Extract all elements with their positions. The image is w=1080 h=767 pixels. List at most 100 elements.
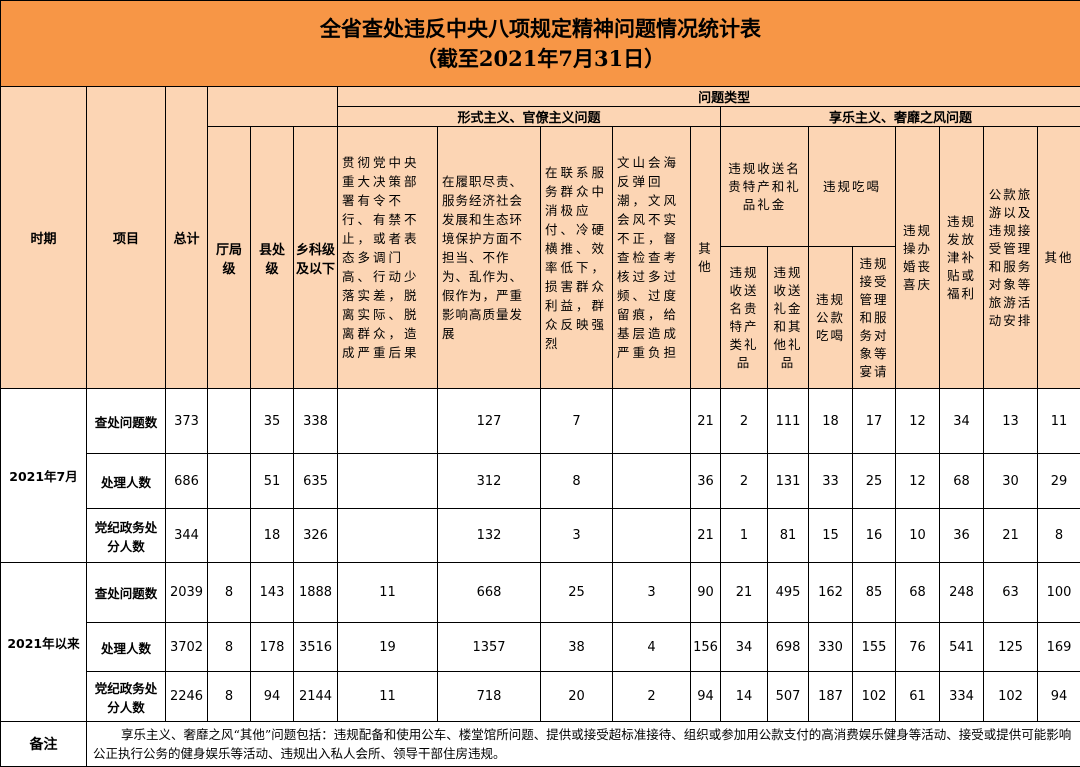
value-cell: 11 <box>1038 389 1080 454</box>
value-cell: 20 <box>541 672 613 722</box>
value-cell <box>613 509 691 563</box>
value-cell: 541 <box>940 623 984 672</box>
value-cell: 507 <box>768 672 809 722</box>
value-cell: 344 <box>166 509 208 563</box>
value-cell: 169 <box>1038 623 1080 672</box>
value-cell: 36 <box>940 509 984 563</box>
header-subsidy: 违规发放津补贴或福利 <box>940 127 984 389</box>
value-cell: 125 <box>984 623 1038 672</box>
value-cell: 29 <box>1038 454 1080 509</box>
header-wedding: 违规操办婚丧喜庆 <box>896 127 940 389</box>
header-formalism-3: 在联系服务群众中消极应付、冷硬横推、效率低下，损害群众利益，群众反映强烈 <box>541 127 613 389</box>
value-cell: 1357 <box>438 623 541 672</box>
value-cell: 68 <box>940 454 984 509</box>
value-cell: 35 <box>251 389 294 454</box>
value-cell: 2 <box>721 389 768 454</box>
value-cell: 8 <box>541 454 613 509</box>
header-eat-banquet: 违规接受管理和服务对象等宴请 <box>853 247 896 389</box>
value-cell: 156 <box>691 623 721 672</box>
value-cell: 102 <box>853 672 896 722</box>
value-cell: 34 <box>721 623 768 672</box>
value-cell: 15 <box>809 509 853 563</box>
header-gift: 违规收送名贵特产和礼品礼金 <box>721 127 809 247</box>
header-formalism: 形式主义、官僚主义问题 <box>338 107 721 127</box>
value-cell <box>613 389 691 454</box>
header-formalism-4: 文山会海反弹回潮，文风会风不实不正，督查检查考核过多过频、过度留痕，给基层造成严… <box>613 127 691 389</box>
header-eat-public: 违规公款吃喝 <box>809 247 853 389</box>
value-cell: 76 <box>896 623 940 672</box>
value-cell: 127 <box>438 389 541 454</box>
header-total: 总计 <box>166 87 208 389</box>
header-level-xiang: 乡科级及以下 <box>294 127 338 389</box>
value-cell: 21 <box>691 389 721 454</box>
header-travel: 公款旅游以及违规接受管理和服务对象等旅游活动安排 <box>984 127 1038 389</box>
value-cell <box>613 454 691 509</box>
value-cell: 3 <box>613 563 691 623</box>
header-formalism-1: 贯彻党中央重大决策部署有令不行、有禁不止，或者表态多调门高、行动少落实差，脱离实… <box>338 127 438 389</box>
note-label: 备注 <box>1 722 87 767</box>
value-cell: 21 <box>721 563 768 623</box>
header-hedonism: 享乐主义、奢靡之风问题 <box>721 107 1080 127</box>
value-cell: 495 <box>768 563 809 623</box>
value-cell: 162 <box>809 563 853 623</box>
value-cell: 102 <box>984 672 1038 722</box>
value-cell: 3 <box>541 509 613 563</box>
value-cell: 14 <box>721 672 768 722</box>
value-cell: 111 <box>768 389 809 454</box>
value-cell: 25 <box>541 563 613 623</box>
item-cell: 处理人数 <box>87 454 166 509</box>
value-cell: 248 <box>940 563 984 623</box>
value-cell <box>208 389 251 454</box>
value-cell: 2144 <box>294 672 338 722</box>
value-cell: 94 <box>1038 672 1080 722</box>
header-period: 时期 <box>1 87 87 389</box>
value-cell: 30 <box>984 454 1038 509</box>
value-cell: 94 <box>691 672 721 722</box>
value-cell: 373 <box>166 389 208 454</box>
value-cell: 18 <box>809 389 853 454</box>
period-cell: 2021年7月 <box>1 389 87 563</box>
item-cell: 党纪政务处分人数 <box>87 509 166 563</box>
header-problem-type: 问题类型 <box>338 87 1080 107</box>
value-cell: 36 <box>691 454 721 509</box>
value-cell: 81 <box>768 509 809 563</box>
value-cell: 718 <box>438 672 541 722</box>
value-cell <box>338 509 438 563</box>
value-cell: 38 <box>541 623 613 672</box>
value-cell: 12 <box>896 389 940 454</box>
value-cell: 16 <box>853 509 896 563</box>
title-line-1: 全省查处违反中央八项规定精神问题情况统计表 <box>3 14 1078 44</box>
value-cell: 19 <box>338 623 438 672</box>
value-cell: 131 <box>768 454 809 509</box>
header-formalism-other: 其他 <box>691 127 721 389</box>
header-level-ting: 厅局级 <box>208 127 251 389</box>
value-cell: 68 <box>896 563 940 623</box>
value-cell: 326 <box>294 509 338 563</box>
table-title: 全省查处违反中央八项规定精神问题情况统计表 （截至2021年7月31日） <box>1 1 1080 87</box>
header-eat: 违规吃喝 <box>809 127 896 247</box>
value-cell: 698 <box>768 623 809 672</box>
value-cell: 330 <box>809 623 853 672</box>
value-cell: 94 <box>251 672 294 722</box>
value-cell: 51 <box>251 454 294 509</box>
value-cell: 8 <box>1038 509 1080 563</box>
value-cell: 2 <box>721 454 768 509</box>
value-cell: 2246 <box>166 672 208 722</box>
item-cell: 查处问题数 <box>87 563 166 623</box>
value-cell: 132 <box>438 509 541 563</box>
value-cell: 8 <box>208 623 251 672</box>
title-line-2: （截至2021年7月31日） <box>3 44 1078 74</box>
header-formalism-2: 在履职尽责、服务经济社会发展和生态环境保护方面不担当、不作为、乱作为、假作为，严… <box>438 127 541 389</box>
value-cell: 4 <box>613 623 691 672</box>
note-content: 享乐主义、奢靡之风“其他”问题包括：违规配备和使用公车、楼堂馆所问题、提供或接受… <box>93 727 1071 761</box>
value-cell: 90 <box>691 563 721 623</box>
header-hedonism-other: 其他 <box>1038 127 1080 389</box>
value-cell: 8 <box>208 672 251 722</box>
value-cell: 11 <box>338 563 438 623</box>
value-cell: 2039 <box>166 563 208 623</box>
value-cell: 1 <box>721 509 768 563</box>
header-gift-money: 违规收送礼金和其他礼品 <box>768 247 809 389</box>
period-cell: 2021年以来 <box>1 563 87 722</box>
